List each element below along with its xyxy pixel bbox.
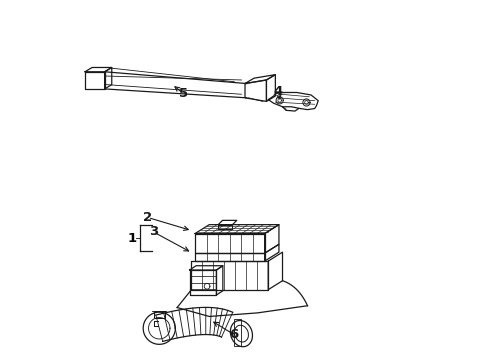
Text: 2: 2 xyxy=(143,211,152,224)
Text: 6: 6 xyxy=(229,328,238,341)
Text: 4: 4 xyxy=(273,85,283,98)
Text: 5: 5 xyxy=(179,87,188,100)
Text: 1: 1 xyxy=(127,231,136,244)
Text: 3: 3 xyxy=(148,225,158,238)
